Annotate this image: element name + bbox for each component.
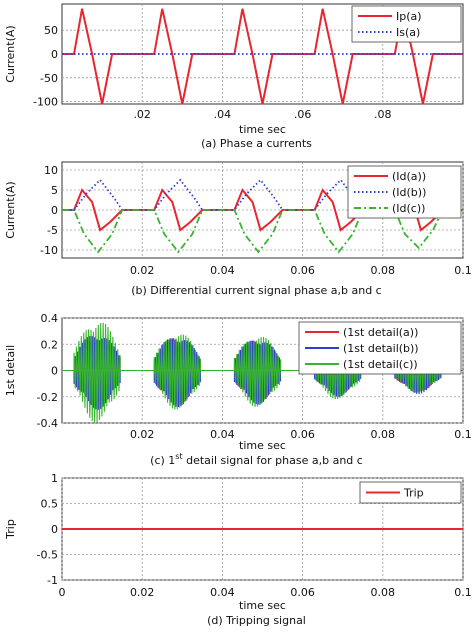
x-axis-label: time sec — [239, 599, 286, 612]
legend-label: (Id(b)) — [392, 186, 426, 199]
x-tick-label: 0.02 — [130, 264, 155, 277]
legend-box — [359, 481, 462, 504]
x-tick-label: 0.04 — [210, 428, 235, 441]
x-tick-label: 0.1 — [454, 428, 472, 441]
x-tick-label: .06 — [294, 108, 312, 121]
y-tick-label: -0.4 — [37, 417, 58, 430]
x-tick-label: 0.08 — [371, 428, 396, 441]
y-axis-label: Trip — [4, 519, 17, 540]
y-tick-label: 0.5 — [41, 498, 59, 511]
y-axis-label: Current(A) — [4, 181, 17, 238]
legend: Trip — [359, 481, 462, 504]
y-tick-label: 10 — [44, 164, 58, 177]
legend-label: (1st detail(c)) — [343, 358, 418, 371]
chart-panel-2: 0.02 0.04 0.06 0.08 0.1 -0.4 -0.2 0 0.2 0.4 1st de… — [4, 312, 472, 467]
x-tick-label: 0.04 — [210, 264, 235, 277]
y-tick-label: -10 — [40, 244, 58, 257]
series-line — [62, 209, 463, 254]
x-axis-label: time sec — [239, 123, 286, 136]
legend-label: (1st detail(a)) — [343, 326, 418, 339]
caption-suffix: detail signal for phase a,b and c — [183, 454, 363, 467]
chart-caption: (b) Differential current signal phase a,… — [131, 284, 381, 297]
x-tick-label: 0.02 — [130, 586, 155, 599]
y-tick-label: 0 — [51, 204, 58, 217]
y-tick-label: -100 — [33, 96, 58, 109]
x-tick-label: .08 — [374, 108, 392, 121]
x-tick-label: 0.04 — [210, 586, 235, 599]
legend-label: (1st detail(b)) — [343, 342, 419, 355]
legend-box — [351, 5, 462, 43]
legend-label: (Id(c)) — [392, 202, 425, 215]
y-tick-label: 0 — [51, 365, 58, 378]
legend-label: Ip(a) — [396, 10, 422, 23]
x-tick-label: 0.06 — [290, 264, 315, 277]
y-tick-label: 0.2 — [41, 338, 59, 351]
caption-superscript: st — [175, 452, 182, 461]
y-axis-label: Current(A) — [4, 25, 17, 82]
legend: (1st detail(a)) (1st detail(b)) (1st detai… — [298, 321, 462, 375]
caption-prefix: (c) 1 — [150, 454, 175, 467]
x-tick-label: 0 — [59, 586, 66, 599]
x-tick-label: 0.1 — [454, 586, 472, 599]
legend-label: (Id(a)) — [392, 170, 426, 183]
x-tick-label: .02 — [133, 108, 151, 121]
y-tick-label: 0 — [51, 523, 58, 536]
x-tick-label: 0.1 — [454, 264, 472, 277]
chart-caption: (d) Tripping signal — [207, 614, 306, 627]
y-tick-label: 1 — [51, 472, 58, 485]
y-tick-label: -5 — [47, 224, 58, 237]
y-tick-label: 0 — [51, 48, 58, 61]
y-tick-label: -1 — [47, 574, 58, 587]
y-axis-label: 1st detail — [4, 345, 17, 396]
legend-label: Trip — [403, 487, 424, 500]
x-axis-label: time sec — [239, 439, 286, 452]
chart-caption: (a) Phase a currents — [201, 137, 312, 150]
chart-panel-3: 0 0.02 0.04 0.06 0.08 0.1 -1 -0.5 0 0.5 1 Trip time … — [4, 472, 472, 627]
y-tick-label: -0.2 — [37, 391, 58, 404]
x-tick-label: 0.06 — [290, 586, 315, 599]
y-tick-label: 0.4 — [41, 312, 59, 325]
chart-panel-1: 0.02 0.04 0.06 0.08 0.1 -10 -5 0 5 10 Current(A) (b… — [4, 161, 472, 297]
y-tick-label: -0.5 — [37, 549, 58, 562]
y-tick-label: 50 — [44, 24, 58, 37]
x-tick-label: .04 — [214, 108, 232, 121]
x-tick-label: 0.02 — [130, 428, 155, 441]
legend: (Id(a)) (Id(b)) (Id(c)) — [347, 165, 462, 219]
x-tick-label: 0.08 — [371, 264, 396, 277]
legend: Ip(a) Is(a) — [351, 5, 462, 43]
y-tick-label: -50 — [40, 72, 58, 85]
y-tick-label: 5 — [51, 184, 58, 197]
series-line — [73, 322, 442, 423]
x-tick-label: 0.08 — [371, 586, 396, 599]
chart-caption: (c) 1st detail signal for phase a,b and … — [150, 452, 363, 467]
x-tick-label: 0.06 — [290, 428, 315, 441]
legend-label: Is(a) — [396, 26, 420, 39]
chart-panel-0: .02 .04 .06 .08 -100 -50 0 50 Current(A) time sec… — [4, 3, 464, 150]
